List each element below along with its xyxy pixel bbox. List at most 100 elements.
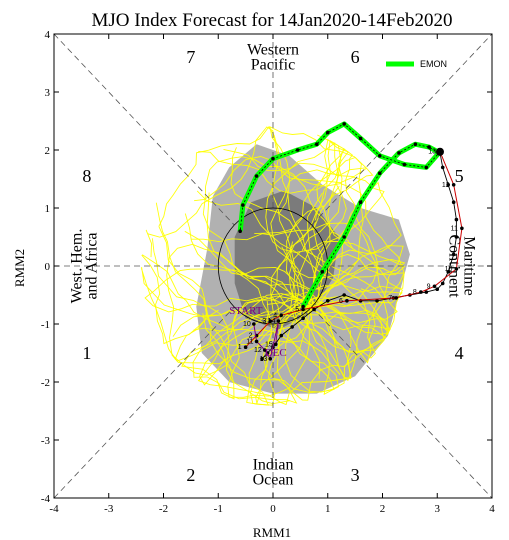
y-axis-label: RMM2 xyxy=(12,249,27,287)
ensemble-mean-point xyxy=(325,130,330,135)
analysis-day-label: 9 xyxy=(427,283,431,290)
x-tick-label: 0 xyxy=(270,503,276,515)
x-tick-label: -3 xyxy=(104,503,114,515)
y-tick-label: 3 xyxy=(45,87,51,99)
ensemble-member-line xyxy=(282,170,405,364)
region-label-line: and Africa xyxy=(84,232,101,299)
analysis-day-label: 8 xyxy=(413,289,417,296)
legend: EMON xyxy=(386,59,447,69)
phase-divider-line xyxy=(53,33,235,226)
ensemble-member-line xyxy=(198,139,342,308)
ensemble-member-line xyxy=(230,147,389,335)
ensemble-mean-point xyxy=(377,171,382,175)
analysis-day-label: 2 xyxy=(249,333,253,340)
dec-track-day-label: 13 xyxy=(259,356,267,363)
region-label-line: Indian xyxy=(253,456,294,473)
ensemble-member-line xyxy=(265,142,347,306)
ensemble-member-line xyxy=(254,156,368,314)
dec-track-point xyxy=(268,357,273,361)
dec-annotation: DEC xyxy=(265,347,287,359)
analysis-point xyxy=(243,345,248,350)
region-label-line: Continent xyxy=(445,234,462,298)
start-annotation: START xyxy=(229,305,263,317)
y-tick-label: -4 xyxy=(41,493,51,505)
observed-point xyxy=(375,299,379,303)
analysis-day-label: 3 xyxy=(262,318,266,325)
phase-number: 3 xyxy=(351,465,360,485)
phase-divider-line xyxy=(311,33,493,226)
observed-point xyxy=(440,165,445,170)
y-tick-label: -2 xyxy=(41,377,50,389)
dec-track-line xyxy=(253,320,279,361)
ensemble-member-line xyxy=(223,148,374,310)
observed-point xyxy=(260,357,264,361)
ensemble-mean-point xyxy=(295,148,300,152)
dec-track-point xyxy=(252,322,256,326)
analysis-point xyxy=(454,267,459,271)
ensemble-member-line xyxy=(191,222,398,324)
analysis-point xyxy=(394,296,398,300)
phase-number: 8 xyxy=(82,166,91,186)
ensemble-mean-point xyxy=(424,165,429,170)
x-tick-label: 1 xyxy=(325,503,331,515)
dec-track-point xyxy=(273,342,278,347)
observed-point xyxy=(435,287,440,292)
ensemble-mean-point xyxy=(402,162,407,167)
ensemble-mean-point xyxy=(254,174,259,178)
dec-track-day-label: 14 xyxy=(268,318,276,325)
y-tick-label: 4 xyxy=(45,29,51,41)
ensemble-member-line xyxy=(141,254,297,345)
ensemble-member-line xyxy=(158,126,315,314)
ensemble-mean-point xyxy=(271,156,275,161)
y-tick-label: -3 xyxy=(41,435,51,447)
x-axis-label: RMM1 xyxy=(253,525,291,540)
dec-track-day-label: 15 xyxy=(265,341,273,348)
observed-point xyxy=(312,307,316,312)
analysis-point xyxy=(279,313,284,318)
analysis-day-label: 7 xyxy=(388,295,392,302)
y-tick-label: -1 xyxy=(41,319,50,331)
chart-title: MJO Index Forecast for 14Jan2020-14Feb20… xyxy=(92,10,453,31)
ensemble-mean-point xyxy=(427,145,431,149)
observed-point xyxy=(454,217,459,222)
ensemble-member-line xyxy=(158,226,297,400)
observed-point xyxy=(424,290,429,294)
analysis-day-label: 5 xyxy=(295,307,299,314)
analysis-point xyxy=(419,290,423,294)
phase-number: 6 xyxy=(351,47,360,67)
analysis-point xyxy=(451,183,456,187)
ensemble-mean-point xyxy=(238,229,242,233)
ensemble-mean-point xyxy=(397,151,401,155)
ensemble-mean-point xyxy=(377,154,382,158)
legend-label-emon: EMON xyxy=(420,59,447,69)
analysis-point xyxy=(435,147,444,156)
dec-track-day-label: 11 xyxy=(246,338,253,345)
region-label-line: Pacific xyxy=(251,57,295,74)
analysis-day-label: 10 xyxy=(445,266,453,273)
region-label-line: Ocean xyxy=(253,471,294,488)
observed-point xyxy=(446,183,451,187)
dec-track-point xyxy=(254,339,259,344)
ensemble-member-line xyxy=(184,213,308,405)
x-tick-label: -1 xyxy=(214,503,223,515)
dec-track-point xyxy=(262,348,267,352)
observed-point xyxy=(325,299,330,303)
analysis-day-label: 11 xyxy=(451,225,458,232)
ensemble-mean-point xyxy=(320,270,325,274)
phase-number: 5 xyxy=(455,166,464,186)
y-tick-label: 1 xyxy=(45,203,51,215)
ensemble-member-line xyxy=(141,267,305,361)
observed-point xyxy=(446,270,451,274)
ensemble-member-line xyxy=(285,192,385,393)
y-tick-label: 2 xyxy=(45,145,51,157)
ensemble-mean-point xyxy=(342,235,346,239)
ensemble-member-line xyxy=(184,230,406,309)
x-tick-label: 2 xyxy=(380,503,386,515)
analysis-point xyxy=(268,319,273,323)
analysis-day-label: 6 xyxy=(339,298,343,305)
ensemble-mean-centerline xyxy=(302,143,441,307)
